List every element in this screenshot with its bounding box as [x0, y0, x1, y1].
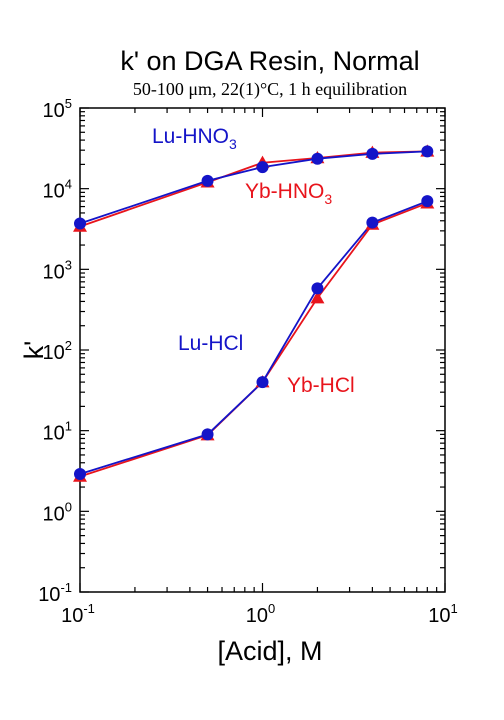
- tick-labels: 10-1 100 101 10-1 100 101 102 103 104 105: [38, 96, 458, 627]
- x-axis-label: [Acid], M: [217, 636, 322, 666]
- chart-subtitle: 50-100 μm, 22(1)°C, 1 h equilibration: [133, 79, 407, 100]
- tick-label: 10-1: [61, 601, 95, 627]
- lu-hcl-point: [201, 428, 214, 441]
- lu-hcl-point: [256, 376, 269, 389]
- lu-hno3-point: [366, 147, 379, 160]
- lu-hno3-label: Lu-HNO3: [152, 125, 237, 152]
- series-lines: [79, 150, 428, 478]
- yb-hcl-label: Yb-HCl: [287, 374, 355, 397]
- lu-hno3-point: [311, 152, 324, 165]
- lu-hcl-point: [421, 195, 434, 208]
- yb-hcl-point: [310, 291, 325, 304]
- yb-hcl-line: [79, 202, 428, 478]
- series-annotations: Lu-HNO3 Yb-HNO3 Lu-HCl Yb-HCl: [152, 125, 355, 397]
- lu-hno3-point: [74, 217, 86, 230]
- lu-hcl-point: [311, 282, 324, 295]
- lu-hcl-label: Lu-HCl: [178, 332, 243, 355]
- tick-label: 105: [43, 96, 72, 122]
- y-axis-label: k': [19, 341, 49, 360]
- axis-ticks: [79, 107, 446, 593]
- tick-label: 100: [246, 601, 275, 627]
- tick-label: 102: [43, 338, 72, 364]
- tick-label: 100: [43, 499, 72, 525]
- lu-hcl-point: [366, 216, 379, 229]
- lu-hno3-point: [201, 174, 214, 187]
- lu-hno3-point: [421, 145, 434, 158]
- lu-hcl-point: [74, 468, 86, 481]
- series-markers: [73, 144, 435, 482]
- yb-hno3-line: [79, 150, 428, 228]
- tick-label: 101: [428, 601, 457, 627]
- tick-label: 101: [43, 419, 72, 445]
- tick-label: 104: [43, 177, 72, 203]
- lu-hcl-line: [79, 200, 428, 475]
- tick-label: 103: [43, 257, 72, 283]
- chart-title: k' on DGA Resin, Normal: [120, 46, 419, 76]
- lu-hno3-point: [256, 161, 269, 174]
- lu-hno3-line: [79, 150, 428, 225]
- tick-label: 10-1: [38, 580, 72, 606]
- yb-hno3-label: Yb-HNO3: [245, 180, 332, 207]
